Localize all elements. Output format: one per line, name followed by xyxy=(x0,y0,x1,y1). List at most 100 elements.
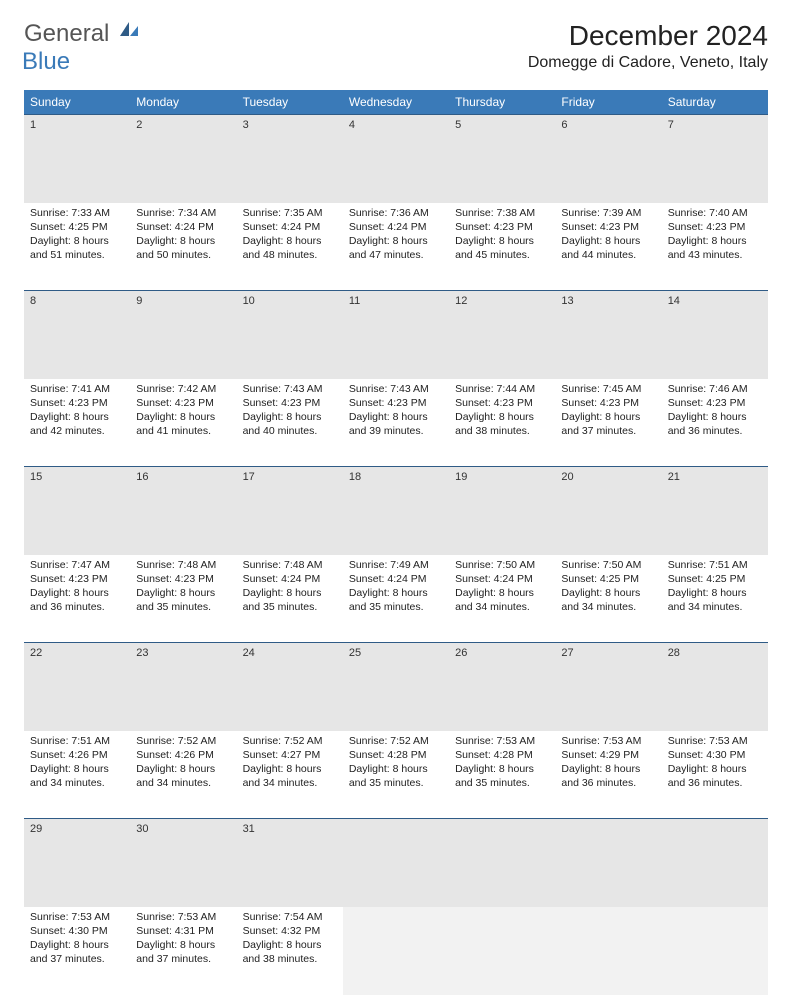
sunset-line: Sunset: 4:24 PM xyxy=(243,220,337,234)
sunrise-line: Sunrise: 7:35 AM xyxy=(243,206,337,220)
daylight-line: Daylight: 8 hours and 48 minutes. xyxy=(243,234,337,262)
day-number-row: 891011121314 xyxy=(24,291,768,379)
daylight-line: Daylight: 8 hours and 36 minutes. xyxy=(668,410,762,438)
daylight-line: Daylight: 8 hours and 38 minutes. xyxy=(455,410,549,438)
weekday-header: Saturday xyxy=(662,90,768,115)
sunrise-line: Sunrise: 7:48 AM xyxy=(243,558,337,572)
weekday-header-row: SundayMondayTuesdayWednesdayThursdayFrid… xyxy=(24,90,768,115)
day-cell-body: Sunrise: 7:52 AMSunset: 4:28 PMDaylight:… xyxy=(343,731,449,797)
sunrise-line: Sunrise: 7:43 AM xyxy=(243,382,337,396)
empty-cell xyxy=(449,907,555,995)
day-number-cell xyxy=(449,819,555,907)
sunrise-line: Sunrise: 7:50 AM xyxy=(561,558,655,572)
daylight-line: Daylight: 8 hours and 34 minutes. xyxy=(136,762,230,790)
sunrise-line: Sunrise: 7:46 AM xyxy=(668,382,762,396)
day-number-cell: 9 xyxy=(130,291,236,379)
daylight-line: Daylight: 8 hours and 34 minutes. xyxy=(668,586,762,614)
calendar-table: SundayMondayTuesdayWednesdayThursdayFrid… xyxy=(24,90,768,995)
day-cell: Sunrise: 7:35 AMSunset: 4:24 PMDaylight:… xyxy=(237,203,343,291)
location-subtitle: Domegge di Cadore, Veneto, Italy xyxy=(528,54,768,72)
day-cell-body: Sunrise: 7:40 AMSunset: 4:23 PMDaylight:… xyxy=(662,203,768,269)
day-cell: Sunrise: 7:49 AMSunset: 4:24 PMDaylight:… xyxy=(343,555,449,643)
day-body-row: Sunrise: 7:41 AMSunset: 4:23 PMDaylight:… xyxy=(24,379,768,467)
daylight-line: Daylight: 8 hours and 42 minutes. xyxy=(30,410,124,438)
day-cell-body: Sunrise: 7:46 AMSunset: 4:23 PMDaylight:… xyxy=(662,379,768,445)
day-cell-body: Sunrise: 7:49 AMSunset: 4:24 PMDaylight:… xyxy=(343,555,449,621)
sunrise-line: Sunrise: 7:50 AM xyxy=(455,558,549,572)
day-number-cell: 25 xyxy=(343,643,449,731)
day-cell: Sunrise: 7:53 AMSunset: 4:28 PMDaylight:… xyxy=(449,731,555,819)
day-cell-body: Sunrise: 7:48 AMSunset: 4:23 PMDaylight:… xyxy=(130,555,236,621)
day-cell: Sunrise: 7:52 AMSunset: 4:27 PMDaylight:… xyxy=(237,731,343,819)
day-cell: Sunrise: 7:51 AMSunset: 4:26 PMDaylight:… xyxy=(24,731,130,819)
sunset-line: Sunset: 4:24 PM xyxy=(136,220,230,234)
header: General Blue December 2024 Domegge di Ca… xyxy=(24,20,768,76)
daylight-line: Daylight: 8 hours and 34 minutes. xyxy=(455,586,549,614)
day-number: 7 xyxy=(662,115,768,136)
sunset-line: Sunset: 4:23 PM xyxy=(243,396,337,410)
weekday-header: Thursday xyxy=(449,90,555,115)
day-cell-body: Sunrise: 7:34 AMSunset: 4:24 PMDaylight:… xyxy=(130,203,236,269)
daylight-line: Daylight: 8 hours and 35 minutes. xyxy=(136,586,230,614)
day-number xyxy=(343,819,449,825)
day-number: 16 xyxy=(130,467,236,488)
sunset-line: Sunset: 4:23 PM xyxy=(136,396,230,410)
day-body-row: Sunrise: 7:51 AMSunset: 4:26 PMDaylight:… xyxy=(24,731,768,819)
day-number-cell: 5 xyxy=(449,115,555,203)
day-cell-body: Sunrise: 7:42 AMSunset: 4:23 PMDaylight:… xyxy=(130,379,236,445)
day-number-cell xyxy=(662,819,768,907)
daylight-line: Daylight: 8 hours and 37 minutes. xyxy=(561,410,655,438)
day-number-cell: 24 xyxy=(237,643,343,731)
day-cell-body: Sunrise: 7:35 AMSunset: 4:24 PMDaylight:… xyxy=(237,203,343,269)
day-number-cell: 1 xyxy=(24,115,130,203)
day-cell: Sunrise: 7:38 AMSunset: 4:23 PMDaylight:… xyxy=(449,203,555,291)
day-cell: Sunrise: 7:39 AMSunset: 4:23 PMDaylight:… xyxy=(555,203,661,291)
daylight-line: Daylight: 8 hours and 35 minutes. xyxy=(349,586,443,614)
day-number-cell: 20 xyxy=(555,467,661,555)
sunset-line: Sunset: 4:24 PM xyxy=(349,220,443,234)
sunset-line: Sunset: 4:29 PM xyxy=(561,748,655,762)
day-cell: Sunrise: 7:40 AMSunset: 4:23 PMDaylight:… xyxy=(662,203,768,291)
day-number-cell: 28 xyxy=(662,643,768,731)
sunset-line: Sunset: 4:26 PM xyxy=(30,748,124,762)
day-number-cell: 22 xyxy=(24,643,130,731)
sunset-line: Sunset: 4:23 PM xyxy=(668,396,762,410)
day-cell xyxy=(449,907,555,995)
sunrise-line: Sunrise: 7:47 AM xyxy=(30,558,124,572)
day-cell: Sunrise: 7:42 AMSunset: 4:23 PMDaylight:… xyxy=(130,379,236,467)
day-cell-body: Sunrise: 7:33 AMSunset: 4:25 PMDaylight:… xyxy=(24,203,130,269)
logo-text: General Blue xyxy=(24,20,140,76)
day-cell-body: Sunrise: 7:47 AMSunset: 4:23 PMDaylight:… xyxy=(24,555,130,621)
weekday-header: Wednesday xyxy=(343,90,449,115)
day-body-row: Sunrise: 7:53 AMSunset: 4:30 PMDaylight:… xyxy=(24,907,768,995)
day-cell xyxy=(555,907,661,995)
sunset-line: Sunset: 4:32 PM xyxy=(243,924,337,938)
day-cell-body: Sunrise: 7:51 AMSunset: 4:26 PMDaylight:… xyxy=(24,731,130,797)
sunrise-line: Sunrise: 7:36 AM xyxy=(349,206,443,220)
daylight-line: Daylight: 8 hours and 35 minutes. xyxy=(455,762,549,790)
sunset-line: Sunset: 4:23 PM xyxy=(668,220,762,234)
day-cell-body: Sunrise: 7:44 AMSunset: 4:23 PMDaylight:… xyxy=(449,379,555,445)
day-cell: Sunrise: 7:51 AMSunset: 4:25 PMDaylight:… xyxy=(662,555,768,643)
sunrise-line: Sunrise: 7:52 AM xyxy=(349,734,443,748)
day-cell xyxy=(343,907,449,995)
day-number xyxy=(449,819,555,825)
day-number-cell: 21 xyxy=(662,467,768,555)
day-number-cell: 12 xyxy=(449,291,555,379)
page-title: December 2024 xyxy=(528,20,768,52)
sunrise-line: Sunrise: 7:51 AM xyxy=(668,558,762,572)
sunset-line: Sunset: 4:24 PM xyxy=(243,572,337,586)
day-number-row: 1234567 xyxy=(24,115,768,203)
day-cell: Sunrise: 7:47 AMSunset: 4:23 PMDaylight:… xyxy=(24,555,130,643)
day-cell: Sunrise: 7:52 AMSunset: 4:26 PMDaylight:… xyxy=(130,731,236,819)
daylight-line: Daylight: 8 hours and 47 minutes. xyxy=(349,234,443,262)
sunrise-line: Sunrise: 7:43 AM xyxy=(349,382,443,396)
sunrise-line: Sunrise: 7:38 AM xyxy=(455,206,549,220)
day-number-cell: 26 xyxy=(449,643,555,731)
day-number-cell: 18 xyxy=(343,467,449,555)
weekday-header: Tuesday xyxy=(237,90,343,115)
day-cell-body: Sunrise: 7:53 AMSunset: 4:28 PMDaylight:… xyxy=(449,731,555,797)
day-number: 20 xyxy=(555,467,661,488)
sunset-line: Sunset: 4:23 PM xyxy=(349,396,443,410)
day-number: 8 xyxy=(24,291,130,312)
